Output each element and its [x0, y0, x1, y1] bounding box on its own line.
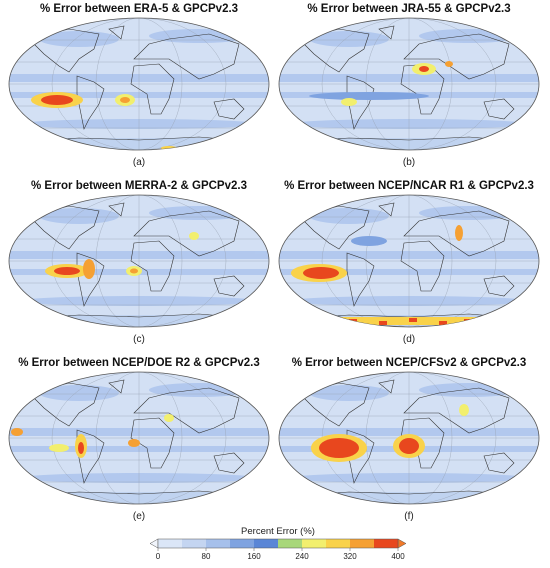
panel-title: % Error between NCEP/DOE R2 & GPCPv2.3	[18, 357, 260, 369]
map-a	[9, 18, 269, 152]
panel-title: % Error between NCEP/CFSv2 & GPCPv2.3	[292, 357, 527, 369]
colorbar-swatch	[254, 539, 278, 548]
colorbar-arrow	[397, 538, 407, 549]
colorbar-tick-label: 320	[343, 552, 357, 561]
colorbar-swatch	[350, 539, 374, 548]
panel-label: (d)	[403, 334, 415, 345]
panel-label: (c)	[133, 334, 145, 345]
map-b	[279, 18, 539, 152]
panel-title: % Error between JRA-55 & GPCPv2.3	[307, 3, 510, 15]
colorbar: Percent Error (%) 0 80 160 240 320 400	[149, 526, 407, 561]
panel-label: (b)	[403, 157, 415, 168]
map-c	[9, 195, 269, 329]
panel-label: (a)	[133, 157, 145, 168]
colorbar-tick-label: 400	[391, 552, 405, 561]
map-e	[9, 372, 269, 506]
colorbar-tick-label: 160	[247, 552, 261, 561]
colorbar-label: Percent Error (%)	[241, 526, 315, 537]
colorbar-tick-label: 80	[202, 552, 211, 561]
colorbar-arrow	[149, 538, 159, 549]
colorbar-swatch	[278, 539, 302, 548]
colorbar-swatch	[230, 539, 254, 548]
colorbar-frame	[157, 538, 399, 549]
colorbar-swatch	[374, 539, 398, 548]
colorbar-tick-label: 240	[295, 552, 309, 561]
colorbar-swatch	[206, 539, 230, 548]
map-d	[279, 195, 539, 329]
panel-title: % Error between MERRA-2 & GPCPv2.3	[31, 180, 247, 192]
colorbar-swatch	[182, 539, 206, 548]
panel-label: (f)	[404, 511, 413, 522]
panel-title: % Error between ERA-5 & GPCPv2.3	[40, 3, 238, 15]
colorbar-swatch	[158, 539, 182, 548]
map-f	[279, 372, 539, 506]
colorbar-tick-label: 0	[156, 552, 161, 561]
colorbar-swatch	[326, 539, 350, 548]
colorbar-swatch	[302, 539, 326, 548]
panel-title: % Error between NCEP/NCAR R1 & GPCPv2.3	[284, 180, 534, 192]
panel-label: (e)	[133, 511, 145, 522]
